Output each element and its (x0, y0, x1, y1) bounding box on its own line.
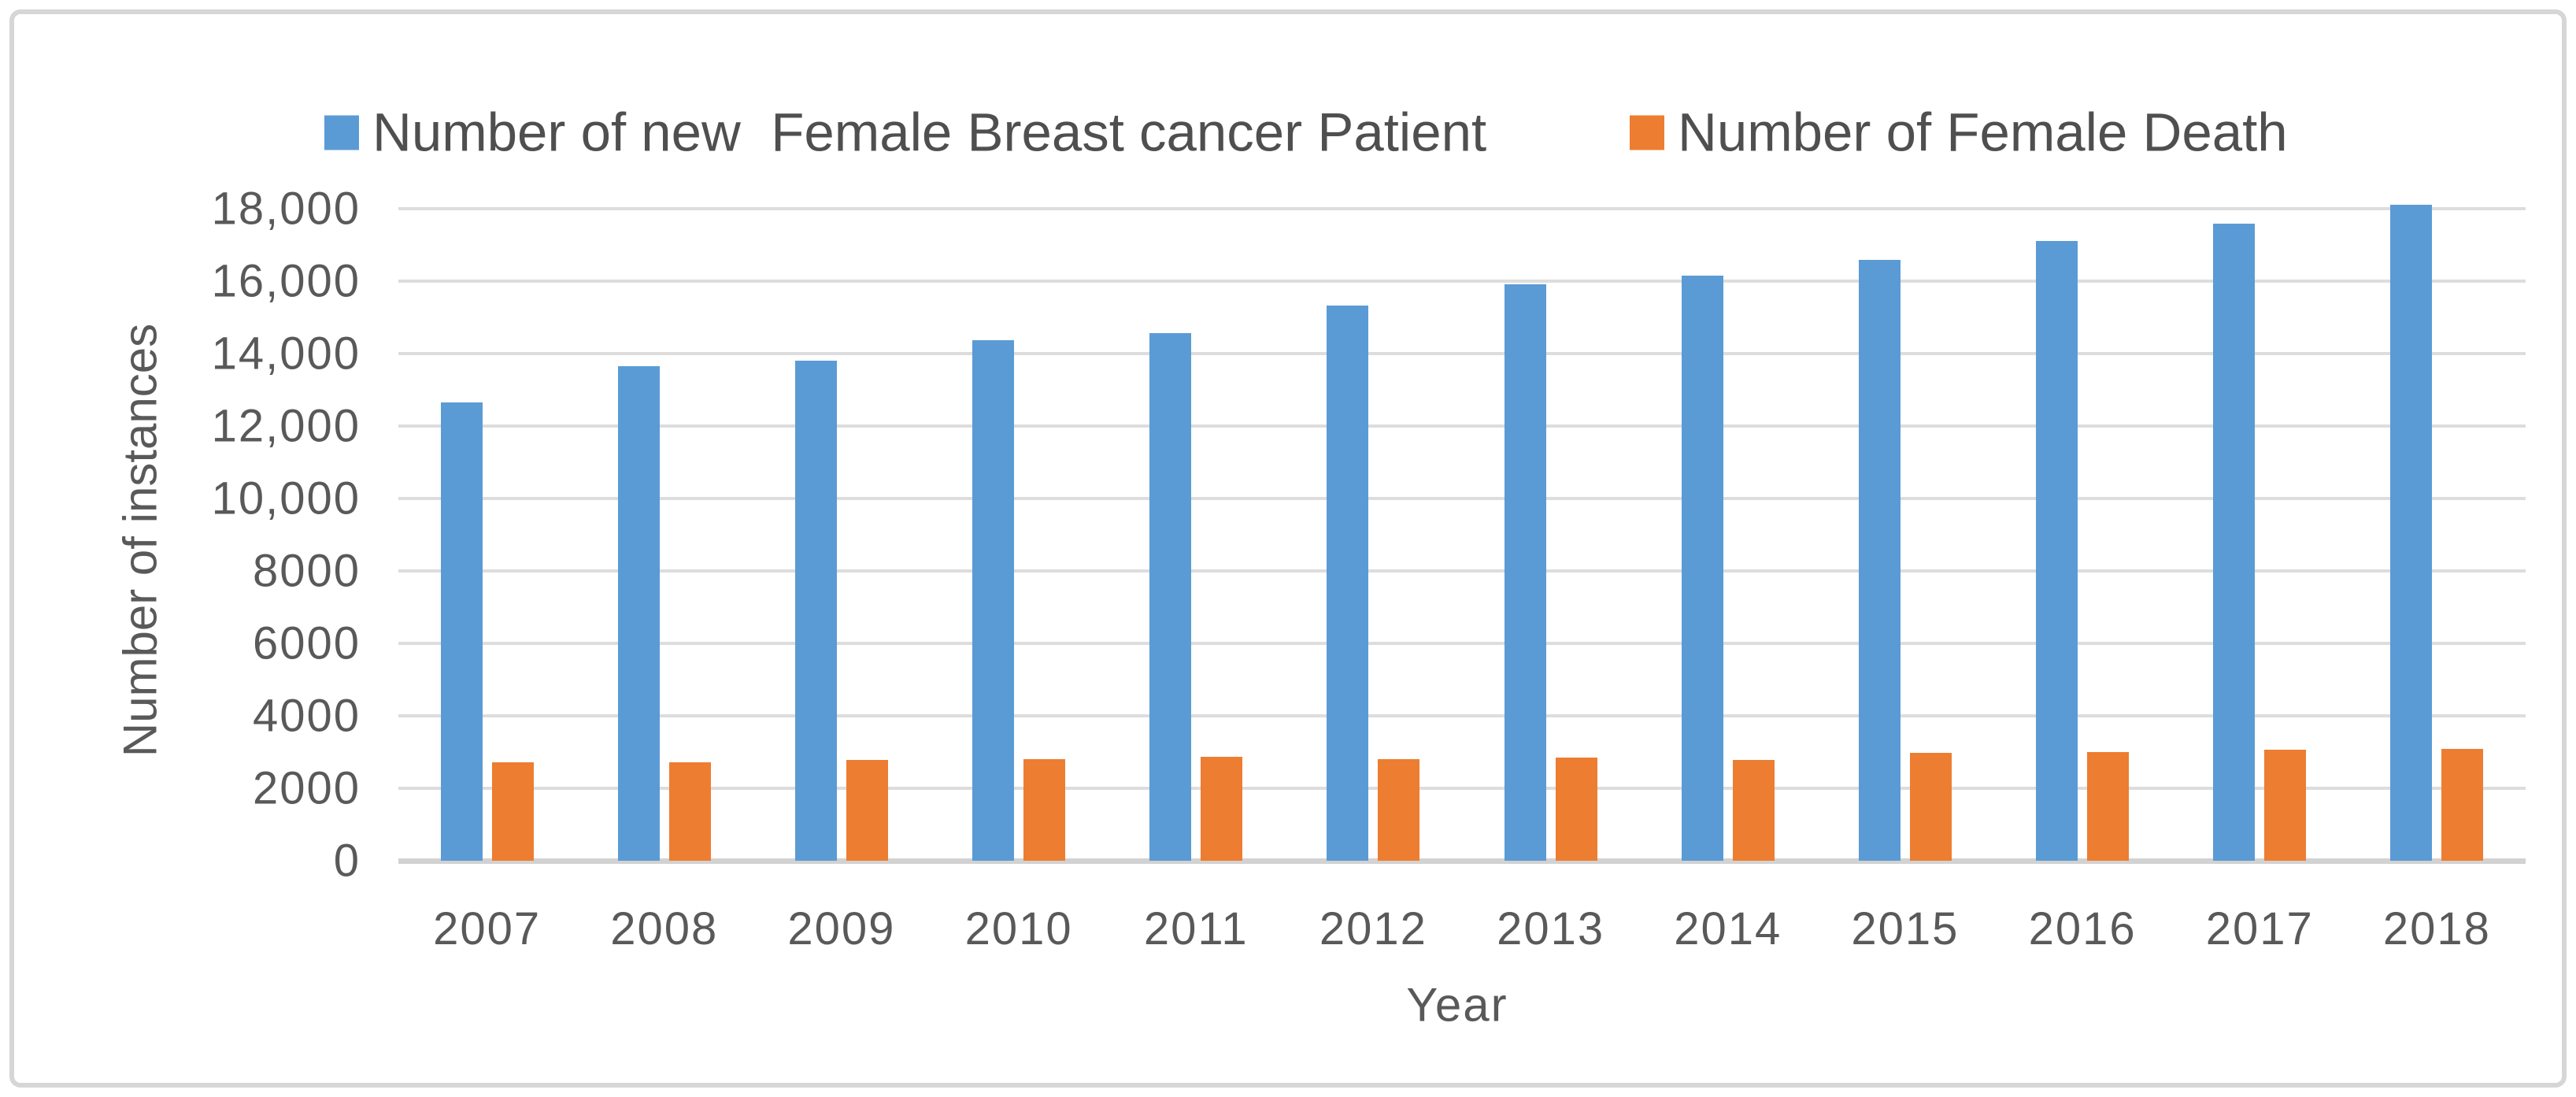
gridline (398, 714, 2526, 717)
gridline (398, 207, 2526, 210)
y-tick-label: 16,000 (211, 255, 361, 307)
gridline (398, 352, 2526, 355)
legend-label-female-death: Number of Female Death (1678, 102, 2288, 163)
bar-2015-female-death (1909, 753, 1952, 861)
x-tick-label-2011: 2011 (1143, 903, 1249, 954)
x-tick-label-2018: 2018 (2382, 903, 2491, 954)
x-tick-label-2007: 2007 (433, 903, 542, 954)
legend-swatch-blue (324, 115, 359, 150)
bar-2018-new-patients (2390, 205, 2433, 861)
x-tick-label-2013: 2013 (1497, 903, 1605, 954)
y-tick-label: 8000 (252, 545, 361, 597)
bar-2017-new-patients (2213, 223, 2256, 861)
bar-2014-female-death (1732, 760, 1775, 861)
gridline (398, 642, 2526, 645)
y-tick-label: 12,000 (211, 400, 361, 452)
x-tick-label-2016: 2016 (2028, 903, 2137, 954)
bar-group-2018 (2348, 205, 2526, 861)
bar-2012-new-patients (1327, 306, 1369, 861)
x-tick-label-2008: 2008 (610, 903, 719, 954)
bar-2010-new-patients (972, 339, 1015, 861)
y-tick-label: 18,000 (211, 183, 361, 235)
bar-group-2007 (398, 209, 576, 861)
bar-group-2016 (1994, 209, 2171, 861)
x-tick-label-2015: 2015 (1851, 903, 1960, 954)
bar-group-2014 (1639, 209, 1816, 861)
plot-area (398, 205, 2526, 864)
bar-2011-new-patients (1149, 332, 1192, 861)
bar-2012-female-death (1378, 759, 1420, 861)
y-tick-label: 6000 (252, 617, 361, 669)
bar-2009-new-patients (794, 360, 837, 861)
bar-2014-new-patients (1681, 276, 1723, 861)
bar-group-2012 (1285, 209, 1462, 861)
bar-group-2009 (753, 209, 930, 861)
x-tick-label-2012: 2012 (1319, 903, 1427, 954)
gridline (398, 497, 2526, 500)
bar-2011-female-death (1201, 756, 1243, 861)
bar-group-2008 (576, 209, 753, 861)
bar-2017-female-death (2264, 750, 2307, 861)
bar-2008-new-patients (617, 366, 660, 861)
bar-2007-new-patients (440, 402, 483, 861)
legend-item-new-patients: Number of new Female Breast cancer Patie… (324, 102, 1486, 164)
bar-group-2010 (931, 209, 1108, 861)
x-axis-title: Year (1406, 978, 1508, 1032)
legend-item-female-death: Number of Female Death (1630, 102, 2288, 164)
gridline (398, 280, 2526, 283)
gridline (398, 569, 2526, 573)
x-tick-label-2009: 2009 (787, 903, 896, 954)
y-tick-label: 2000 (252, 762, 361, 814)
bar-2013-female-death (1555, 757, 1597, 861)
y-tick-label: 0 (333, 835, 361, 887)
legend-label-new-patients: Number of new Female Breast cancer Patie… (372, 102, 1487, 163)
y-tick-label: 4000 (252, 690, 361, 742)
bar-2013-new-patients (1504, 284, 1546, 861)
chart-figure-frame: Number of new Female Breast cancer Patie… (9, 9, 2567, 1088)
x-axis-line (398, 858, 2526, 864)
bar-2009-female-death (846, 760, 888, 861)
bar-2018-female-death (2441, 748, 2484, 861)
legend-swatch-orange (1630, 115, 1664, 150)
gridline (398, 787, 2526, 790)
bar-group-2015 (1816, 209, 1993, 861)
bar-group-2011 (1108, 209, 1285, 861)
bar-group-2013 (1462, 209, 1639, 861)
bar-2016-female-death (2087, 751, 2130, 861)
bar-2016-new-patients (2036, 241, 2078, 861)
y-tick-label: 10,000 (211, 473, 361, 524)
x-tick-label-2014: 2014 (1674, 903, 1782, 954)
bar-group-2017 (2171, 209, 2348, 861)
bar-2015-new-patients (1858, 259, 1901, 861)
bar-2008-female-death (668, 762, 711, 861)
x-tick-label-2017: 2017 (2205, 903, 2314, 954)
y-tick-label: 14,000 (211, 328, 361, 380)
bar-2010-female-death (1023, 758, 1066, 861)
gridline (398, 424, 2526, 428)
x-tick-label-2010: 2010 (964, 903, 1073, 954)
bar-2007-female-death (491, 762, 534, 861)
